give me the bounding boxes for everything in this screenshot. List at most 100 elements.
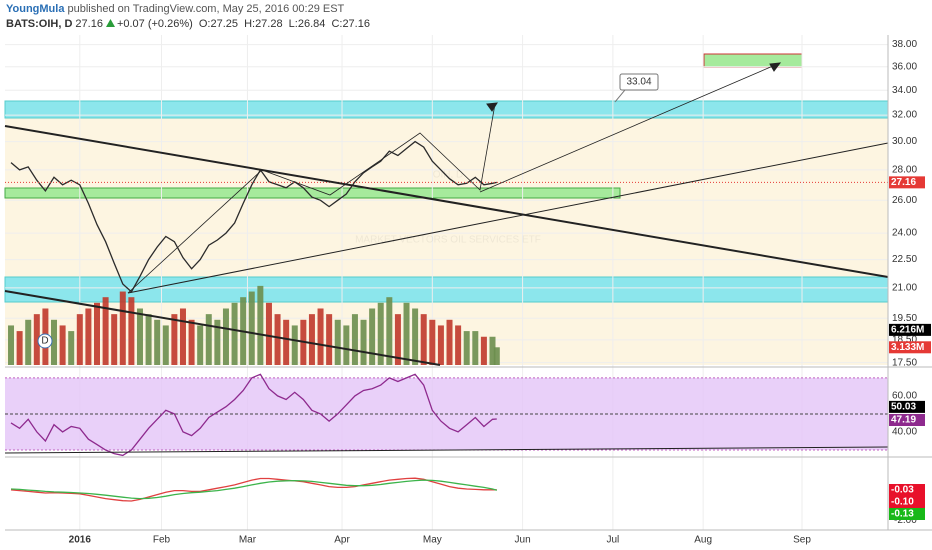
volume-bar: [480, 336, 487, 365]
rsi-level-label-bg: [889, 400, 925, 413]
x-tick-label: Jun: [515, 535, 531, 546]
frame: [5, 35, 932, 531]
ohlc-value: 27.16: [342, 18, 370, 30]
callout-pointer: [614, 89, 626, 103]
volume-bar: [25, 319, 32, 365]
x-tick-label: Jul: [606, 535, 619, 546]
last-price-label-bg: [889, 176, 925, 189]
volume-bar: [283, 319, 290, 365]
volume-bar: [197, 325, 204, 365]
ohlc-prefix: L:: [288, 18, 298, 30]
volume-bar: [291, 325, 298, 365]
volume-bar: [136, 308, 143, 365]
volume-bar: [343, 325, 350, 365]
y-tick-label: 40.00: [892, 427, 917, 438]
volume-bar: [437, 325, 444, 365]
ohlc-value: 26.84: [297, 18, 326, 30]
trendline: [4, 446, 889, 454]
volume-bar: [93, 302, 100, 365]
zone: [5, 302, 888, 365]
y-tick-label: 60.00: [892, 391, 917, 402]
volume-bar: [231, 302, 238, 365]
macd-value-label: -0.13: [891, 509, 914, 520]
volume-bar: [265, 302, 272, 365]
volume-bar: [145, 314, 152, 365]
macd-value-label: -0.10: [891, 497, 914, 508]
y-tick-label: 28.00: [892, 165, 917, 176]
x-tick-label: Apr: [334, 535, 350, 546]
volume-bar: [119, 291, 126, 365]
series-line: [10, 479, 497, 500]
target-box: [703, 53, 803, 68]
volume-bar: [248, 291, 255, 365]
volume-bar: [394, 314, 401, 365]
volume-bar: [308, 314, 315, 365]
series-line: [10, 373, 497, 457]
volume-bar: [76, 314, 83, 365]
drawings: [4, 62, 889, 454]
ohlc-prefix: H:: [244, 18, 256, 30]
axis-labels: 2016 Feb Mar Apr May Jun Jul Aug Sep 38.00 36.00 34…: [69, 39, 931, 546]
y-tick-label: 32.00: [892, 110, 917, 121]
watermark-symbol: OIH, D: [433, 170, 464, 181]
y-tick-label: 17.50: [892, 357, 917, 368]
volume-bar: [334, 319, 341, 365]
volume-bar: [386, 297, 393, 365]
volume-bar: [111, 314, 118, 365]
y-tick-label: 36.00: [892, 61, 917, 72]
y-tick-label: 18.50: [892, 334, 917, 345]
y-tick-label: 26.00: [892, 195, 917, 206]
macd-value-label-bg: [889, 508, 925, 520]
zone: [4, 187, 621, 199]
volume-bar: [360, 319, 367, 365]
byline: published on TradingView.com, May 25, 20…: [67, 3, 345, 15]
change: +0.07 (+0.26%): [116, 18, 193, 30]
pattern: [127, 103, 496, 294]
rsi-last-label-bg: [889, 414, 925, 427]
volume-bar: [377, 302, 384, 365]
volume-bar: [493, 347, 500, 365]
volume-bar: [257, 285, 264, 365]
last-price-label: 27.16: [891, 177, 916, 188]
y-tick-label: -2.00: [894, 515, 917, 526]
volume-bar: [274, 314, 281, 365]
volume-bar: [412, 308, 419, 365]
author: YoungMula: [6, 3, 65, 15]
volume-bar: [154, 319, 161, 365]
trendline: [4, 290, 441, 366]
legend-line: BATS:OIH, D 27.16 +0.07 (+0.26%) O:27.25 H…: [6, 18, 373, 30]
up-icon: [105, 19, 115, 27]
volume-bar: [162, 325, 169, 365]
arrowhead: [769, 62, 782, 72]
volume-bar: [16, 331, 23, 365]
volume-bar: [326, 314, 333, 365]
watermark: OIH, D MARKET VECTORS OIL SERVICES ETF: [355, 170, 541, 246]
arrow: [479, 62, 781, 193]
x-tick-label: Sep: [793, 535, 811, 546]
volume-bar: [188, 319, 195, 365]
volume-bar: [222, 308, 229, 365]
volume-bar: [369, 308, 376, 365]
y-tick-label: 38.00: [892, 39, 917, 50]
last-price: 27.16: [75, 18, 103, 30]
volume-bar: [33, 314, 40, 365]
volume-ma-label-bg: [889, 323, 931, 336]
volume-bar: [317, 308, 324, 365]
series-line: [10, 477, 497, 502]
y-tick-label: 30.00: [892, 136, 917, 147]
y-tick-label: 34.00: [892, 85, 917, 96]
arrowhead: [486, 102, 498, 112]
volume-bar: [59, 325, 66, 365]
rsi-last-label: 47.19: [891, 415, 916, 426]
volume-bar: [463, 331, 470, 365]
macd-value-label-bg: [889, 496, 925, 508]
y-tick-label: 22.50: [892, 254, 917, 265]
volume-bar: [472, 331, 479, 365]
volume-bar: [68, 331, 75, 365]
dividend-marker: D: [41, 336, 48, 347]
volume-bar: [205, 314, 212, 365]
trendline: [127, 142, 889, 294]
